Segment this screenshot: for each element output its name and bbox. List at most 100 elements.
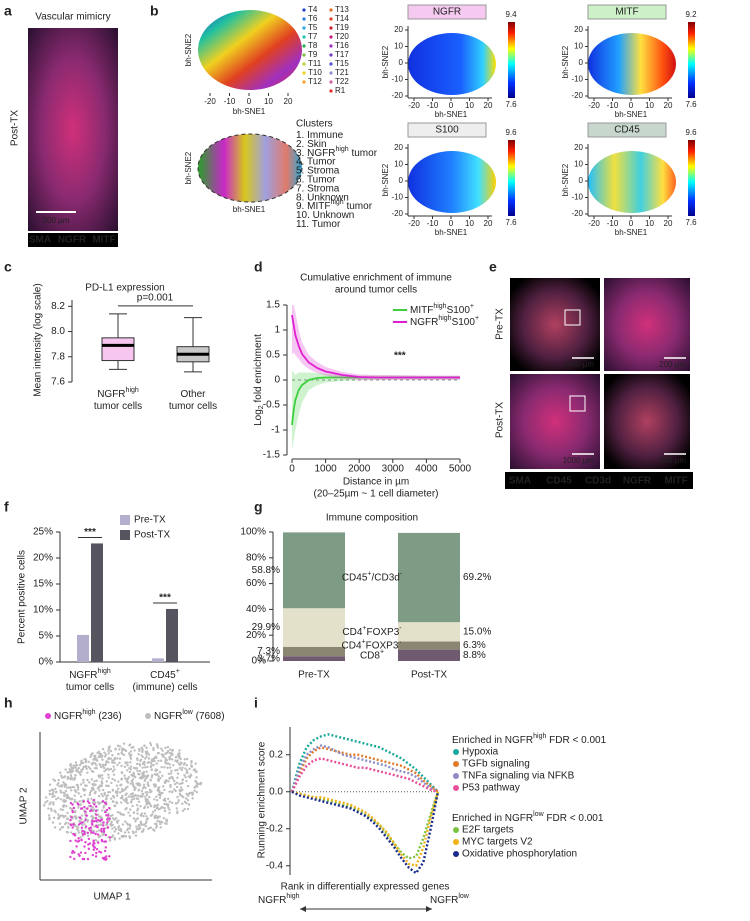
umap-point <box>153 785 156 788</box>
cluster-label: 4. Tumor <box>296 156 336 167</box>
umap-point <box>170 769 173 773</box>
box <box>101 337 135 362</box>
umap-point <box>49 801 52 804</box>
cluster-label: 7. Stroma <box>296 183 340 194</box>
umap-point <box>161 774 164 778</box>
umap-point <box>147 784 150 788</box>
value-label: 15.0% <box>463 626 491 637</box>
x-tick-label: 0 <box>629 101 634 110</box>
umap-point <box>178 789 182 793</box>
umap-point <box>54 810 57 814</box>
umap-point <box>91 801 95 804</box>
umap-point <box>147 800 150 803</box>
umap-point <box>95 758 98 761</box>
umap-point <box>100 756 103 759</box>
umap-point <box>173 779 176 783</box>
umap-point <box>118 837 121 840</box>
umap-point <box>127 776 131 779</box>
umap-point <box>100 782 104 785</box>
legend-label: TGFb signaling <box>462 759 530 770</box>
umap-point <box>116 821 119 824</box>
axis-title: bh-SNE1 <box>435 228 468 237</box>
umap-point <box>126 769 129 772</box>
x-tick-label: 0 <box>449 219 454 228</box>
umap-point <box>145 776 149 779</box>
umap-point <box>124 762 128 765</box>
umap-point <box>92 831 95 834</box>
legend-label: T7 <box>308 32 318 41</box>
umap-point <box>44 801 47 804</box>
umap-point <box>190 761 193 764</box>
enrichment-curve <box>291 790 440 868</box>
umap-point <box>63 775 67 778</box>
bar-segment <box>283 532 345 609</box>
umap-point <box>76 786 80 789</box>
umap-point <box>181 778 184 782</box>
umap-point <box>103 751 106 754</box>
umap-point <box>73 857 76 861</box>
umap-point <box>98 752 102 755</box>
umap-point <box>176 795 179 799</box>
y-tick-label: 8.2 <box>51 301 65 312</box>
umap-point <box>155 795 158 799</box>
umap-point <box>155 743 159 746</box>
umap-point <box>144 797 148 801</box>
umap-point <box>110 781 113 785</box>
umap-point <box>143 763 146 766</box>
umap-point <box>120 801 123 804</box>
umap-point <box>181 802 184 805</box>
umap-point <box>133 788 136 791</box>
text-piece: + <box>362 639 366 646</box>
umap-point <box>142 783 146 786</box>
annotation: *** <box>394 351 406 362</box>
umap-point <box>69 801 73 805</box>
umap-point <box>72 832 75 836</box>
umap-point <box>186 799 190 802</box>
umap-point <box>66 811 69 815</box>
umap-point <box>99 815 103 818</box>
segment-label: CD8+ <box>360 649 384 661</box>
y-tick-label: 0 <box>399 58 404 67</box>
umap-point <box>163 806 166 810</box>
umap-point <box>158 796 162 799</box>
umap-point <box>69 762 73 766</box>
text-piece: high <box>126 387 139 394</box>
text-piece: NGFR <box>54 711 82 722</box>
umap-point <box>97 755 101 759</box>
enrichment-curve <box>290 733 439 793</box>
umap-point <box>195 791 199 794</box>
umap-point <box>165 818 168 821</box>
umap-point <box>161 785 165 788</box>
umap-point <box>153 798 156 801</box>
text-piece: (236) <box>96 711 122 722</box>
text-piece: low <box>458 893 469 900</box>
text-piece: FDR < 0.001 <box>546 735 606 746</box>
colorbar <box>508 140 515 216</box>
umap-point <box>52 801 55 804</box>
colorbar-label: 7.6 <box>505 100 517 109</box>
umap-point <box>120 834 124 838</box>
umap-point <box>101 777 104 780</box>
umap-point <box>181 766 184 769</box>
umap-point <box>144 791 147 794</box>
umap-point <box>60 774 63 777</box>
umap-point <box>140 777 143 780</box>
umap-point <box>121 823 125 826</box>
umap-point <box>101 765 105 768</box>
umap-point <box>128 770 132 774</box>
umap-point <box>185 769 189 772</box>
umap-point <box>129 765 133 768</box>
umap-point <box>108 839 112 842</box>
umap-point <box>195 770 198 773</box>
umap-point <box>150 774 154 777</box>
colorbar-label: 9.4 <box>505 10 517 19</box>
legend-label: T10 <box>308 68 322 77</box>
umap-point <box>120 783 123 786</box>
umap-point <box>194 784 198 787</box>
umap-point <box>109 767 113 771</box>
umap-point <box>143 744 146 747</box>
umap-point <box>48 793 52 796</box>
umap-point <box>178 792 182 795</box>
umap-point <box>130 795 133 798</box>
y-tick-label: 0 <box>579 176 584 185</box>
